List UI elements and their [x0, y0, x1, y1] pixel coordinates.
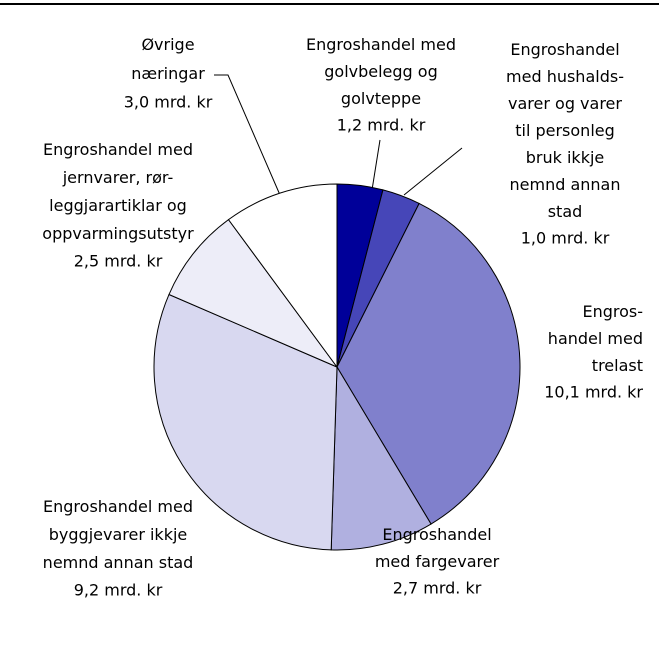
slice-label: Øvrige næringar	[131, 35, 205, 83]
value-label: 9,2 mrd. kr	[74, 581, 163, 600]
slice-label: Engroshandel med hushalds-varer og varer t…	[506, 40, 624, 221]
pie-slice	[227, 183, 338, 369]
value-label: 1,0 mrd. kr	[521, 229, 610, 248]
pie-slice	[153, 293, 338, 551]
leader	[371, 139, 381, 191]
slice-label: Engroshandel med fargevarer	[375, 525, 500, 571]
leader	[403, 147, 463, 196]
pie-slice	[168, 218, 339, 369]
slice-label: Engroshandel med jernvarer, rør-leggjarar…	[42, 140, 194, 243]
value-label: 10,1 mrd. kr	[544, 383, 643, 402]
value-label: 2,5 mrd. kr	[74, 252, 163, 271]
slice-label: Engroshandel med byggjevarer ikkje nemnd a…	[43, 497, 194, 572]
pie-slice	[330, 365, 432, 551]
value-label: 3,0 mrd. kr	[124, 93, 213, 112]
slice-label: Engros-handel med trelast	[548, 302, 643, 375]
pie-slice	[336, 202, 521, 525]
leader	[214, 74, 281, 196]
value-label: 2,7 mrd. kr	[393, 579, 482, 598]
slice-label: Engroshandel med golvbelegg og golvteppe	[306, 35, 456, 108]
value-label: 1,2 mrd. kr	[337, 116, 426, 135]
